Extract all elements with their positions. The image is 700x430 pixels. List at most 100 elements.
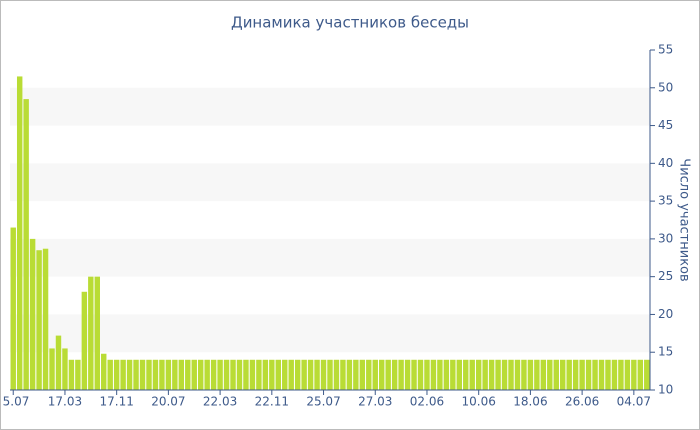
x-tick-label: 27.03 <box>358 395 392 409</box>
bar <box>146 359 152 390</box>
bar <box>644 359 650 390</box>
bar <box>592 359 598 390</box>
bar <box>450 359 456 390</box>
bar <box>230 359 236 390</box>
chart-title: Динамика участников беседы <box>231 14 469 32</box>
x-tick-label: 04.07 <box>617 395 651 409</box>
bar <box>126 359 133 390</box>
bar <box>288 359 294 390</box>
bar <box>249 359 256 390</box>
bar <box>430 359 437 390</box>
y-axis-label: Число участников <box>677 158 692 281</box>
bar <box>320 359 327 390</box>
bar <box>282 359 288 390</box>
bar <box>68 359 75 390</box>
x-tick-label: 25.07 <box>306 395 340 409</box>
bar <box>353 359 359 390</box>
bar <box>152 359 159 390</box>
bar <box>488 359 495 390</box>
bar <box>443 359 450 390</box>
bar <box>204 359 210 390</box>
bar <box>36 250 42 390</box>
x-tick-label: 22.03 <box>203 395 237 409</box>
bar <box>411 359 417 390</box>
y-tick-label: 35 <box>658 194 673 208</box>
bar <box>217 359 223 390</box>
grid-band <box>10 163 650 202</box>
grid-band <box>10 87 650 126</box>
x-tick-label: 17.03 <box>48 395 82 409</box>
bar <box>385 359 391 390</box>
bar <box>55 335 62 390</box>
bar <box>23 99 29 390</box>
grid-band <box>10 238 650 277</box>
bar <box>75 359 81 390</box>
bar <box>501 359 508 390</box>
bar <box>301 359 307 390</box>
bar <box>391 359 398 390</box>
bar <box>482 359 488 390</box>
bar <box>521 359 527 390</box>
bar <box>133 359 139 390</box>
y-tick-label: 40 <box>658 156 673 170</box>
grid-band <box>10 314 650 353</box>
y-tick-label: 50 <box>658 80 673 94</box>
y-tick-label: 25 <box>658 269 673 283</box>
bar <box>366 359 372 390</box>
bar <box>107 359 113 390</box>
bar <box>314 359 320 390</box>
bar <box>508 359 514 390</box>
bar <box>178 359 185 390</box>
x-tick-label: 18.06 <box>513 395 547 409</box>
bar <box>605 359 611 390</box>
bar <box>223 359 230 390</box>
bar <box>469 359 475 390</box>
x-tick-label: 17.11 <box>99 395 133 409</box>
bar <box>88 276 94 390</box>
bar <box>572 359 579 390</box>
bar <box>346 359 353 390</box>
bar <box>29 238 36 390</box>
bar <box>560 359 566 390</box>
bar <box>379 359 385 390</box>
bar <box>514 359 521 390</box>
x-tick-label: 20.07 <box>151 395 185 409</box>
bar <box>275 359 281 390</box>
bar <box>191 359 197 390</box>
x-tick-label: 22.11 <box>255 395 289 409</box>
bar <box>243 359 249 390</box>
bar <box>62 348 68 390</box>
bar <box>159 359 165 390</box>
bar <box>262 359 269 390</box>
bar <box>417 359 424 390</box>
bar <box>585 359 592 390</box>
y-tick-label: 15 <box>658 345 673 359</box>
bar <box>598 359 605 390</box>
bar <box>611 359 618 390</box>
bar <box>540 359 547 390</box>
y-tick-label: 45 <box>658 118 673 132</box>
bar <box>307 359 314 390</box>
y-tick-label: 55 <box>658 43 673 57</box>
bar <box>185 359 191 390</box>
y-tick-label: 20 <box>658 307 673 321</box>
bar <box>49 348 55 390</box>
x-tick-label: 10.06 <box>462 395 496 409</box>
bar <box>333 359 340 390</box>
bar <box>236 359 243 390</box>
x-tick-label: 5.07 <box>3 395 30 409</box>
bar <box>16 76 23 390</box>
y-tick-label: 10 <box>658 383 673 397</box>
bar <box>359 359 366 390</box>
bar <box>165 359 172 390</box>
bar <box>456 359 463 390</box>
bar <box>101 353 107 390</box>
bar <box>624 359 631 390</box>
y-tick-label: 30 <box>658 231 673 245</box>
bar <box>495 359 501 390</box>
bar <box>534 359 540 390</box>
bar <box>566 359 572 390</box>
bar <box>618 359 624 390</box>
bar <box>579 359 585 390</box>
bar <box>372 359 378 390</box>
